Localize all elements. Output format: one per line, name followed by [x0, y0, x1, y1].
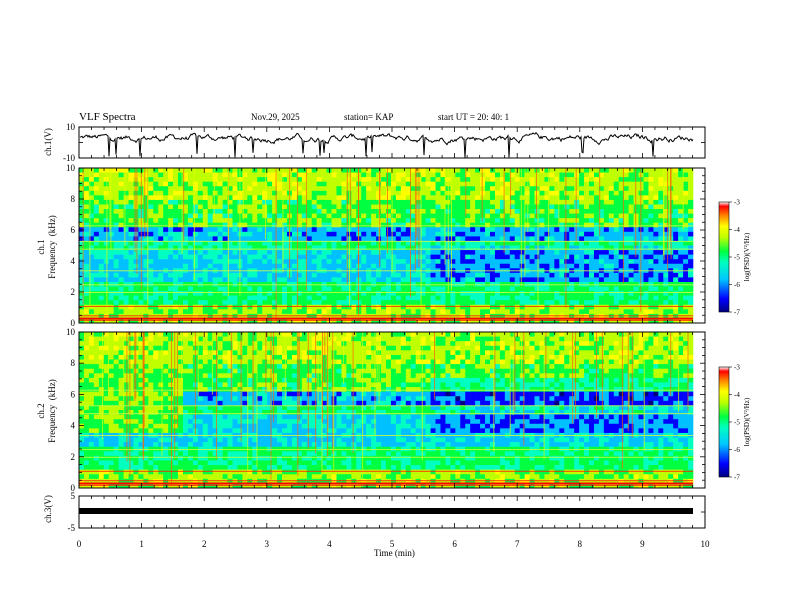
- ch2-spectrogram-image: [79, 332, 694, 489]
- time-tick-label: 1: [139, 539, 144, 549]
- frequency-tick-label: 6: [71, 225, 76, 235]
- time-tick-label: 5: [390, 539, 395, 549]
- ch1-colorbar-gradient: [718, 201, 730, 313]
- colorbar-tick-label: -5: [734, 419, 740, 427]
- frequency-tick-label: 0: [71, 318, 76, 328]
- ch1-spectrogram-panel: [78, 167, 706, 324]
- frequency-tick-label: 8: [71, 358, 76, 368]
- frequency-tick-label: 10: [66, 163, 76, 173]
- time-tick-label: 2: [202, 539, 207, 549]
- plot-title: VLF Spectra: [79, 111, 136, 123]
- time-tick-label: 10: [701, 539, 711, 549]
- frequency-tick-label: 2: [71, 452, 76, 462]
- colorbar-tick-label: -5: [734, 254, 740, 262]
- time-tick-label: 0: [77, 539, 82, 549]
- ch3-waveform-line: [79, 508, 693, 514]
- colorbar-tick-label: -7: [734, 474, 740, 482]
- ch2-colorbar-gradient: [718, 366, 730, 478]
- colorbar-tick-label: -6: [734, 446, 740, 454]
- axis-tick-labels: 0 1 2 3 4 5 6 7 8 9 100246810024681010-105-5-3-4-5…: [63, 122, 751, 549]
- colorbar-tick-label: -4: [734, 391, 740, 399]
- voltage-tick-label: -5: [68, 523, 76, 533]
- time-tick-label: 7: [515, 539, 520, 549]
- time-axis-label: Time (min): [374, 548, 415, 558]
- ch2-colorbar: [718, 366, 730, 478]
- frequency-tick-label: 2: [71, 287, 76, 297]
- time-tick-label: 9: [640, 539, 645, 549]
- axis-ticks: [78, 126, 732, 529]
- colorbar-tick-label: -7: [734, 309, 740, 317]
- date-label: Nov.29, 2025: [251, 112, 300, 122]
- frequency-tick-label: 6: [71, 389, 76, 399]
- frequency-tick-label: 0: [71, 483, 76, 493]
- colorbar-label: log(PSD)(V²/Hz): [743, 232, 751, 281]
- ch2-spectrogram-panel: [78, 331, 706, 489]
- ch1-spectrogram-image: [79, 168, 694, 324]
- colorbar-tick-label: -4: [734, 226, 740, 234]
- time-tick-label: 4: [327, 539, 332, 549]
- station-label: station= KAP: [344, 112, 394, 122]
- colorbar-tick-label: -6: [734, 281, 740, 289]
- ch1-waveform-line: [79, 131, 694, 158]
- frequency-tick-label: 4: [71, 421, 76, 431]
- voltage-tick-label: 10: [66, 122, 76, 132]
- frequency-tick-label: 8: [71, 194, 76, 204]
- frequency-tick-label: 4: [71, 256, 76, 266]
- start-time-label: start UT = 20: 40: 1: [438, 112, 510, 122]
- voltage-tick-label: 5: [71, 491, 76, 501]
- colorbar-tick-label: -3: [734, 199, 740, 207]
- ch1-colorbar: [718, 201, 730, 313]
- colorbar-label: log(PSD)(V²/Hz): [743, 397, 751, 446]
- time-tick-label: 3: [265, 539, 270, 549]
- time-tick-label: 6: [452, 539, 457, 549]
- colorbar-tick-label: -3: [734, 364, 740, 372]
- voltage-tick-label: -10: [63, 153, 75, 163]
- time-tick-label: 8: [578, 539, 583, 549]
- frequency-tick-label: 10: [66, 327, 76, 337]
